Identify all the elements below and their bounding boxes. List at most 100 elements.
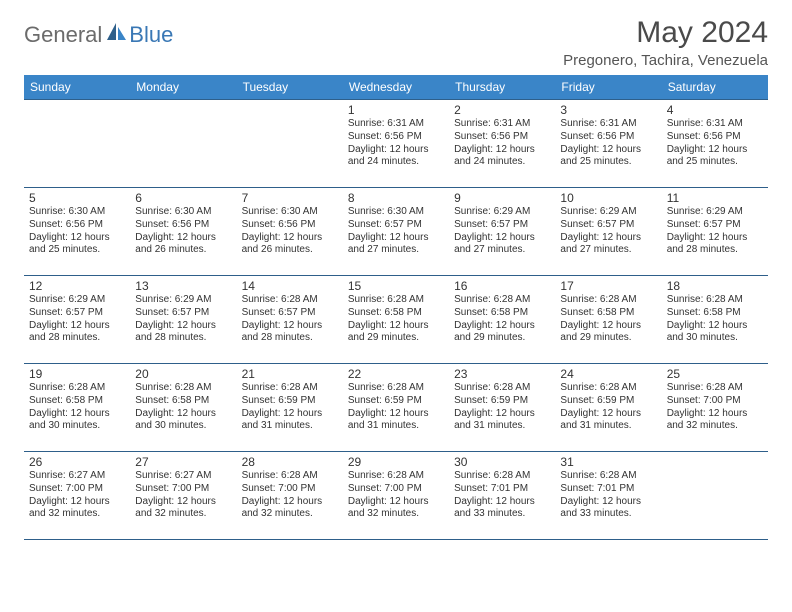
day-info: Sunrise: 6:30 AMSunset: 6:56 PMDaylight:… [29, 206, 125, 257]
day-number: 30 [454, 455, 550, 469]
day-number: 26 [29, 455, 125, 469]
day-info: Sunrise: 6:31 AMSunset: 6:56 PMDaylight:… [667, 118, 763, 169]
day-info: Sunrise: 6:28 AMSunset: 6:58 PMDaylight:… [348, 294, 444, 345]
day-info: Sunrise: 6:29 AMSunset: 6:57 PMDaylight:… [29, 294, 125, 345]
day-number: 15 [348, 279, 444, 293]
day-number: 21 [242, 367, 338, 381]
day-number: 27 [135, 455, 231, 469]
day-number: 17 [560, 279, 656, 293]
day-number: 23 [454, 367, 550, 381]
calendar-cell: 1Sunrise: 6:31 AMSunset: 6:56 PMDaylight… [343, 100, 449, 188]
day-number: 10 [560, 191, 656, 205]
calendar-row: 26Sunrise: 6:27 AMSunset: 7:00 PMDayligh… [24, 452, 768, 540]
weekday-header: Wednesday [343, 75, 449, 100]
day-info: Sunrise: 6:30 AMSunset: 6:56 PMDaylight:… [135, 206, 231, 257]
day-number: 29 [348, 455, 444, 469]
day-info: Sunrise: 6:28 AMSunset: 7:00 PMDaylight:… [242, 470, 338, 521]
calendar-cell: 7Sunrise: 6:30 AMSunset: 6:56 PMDaylight… [237, 188, 343, 276]
weekday-header: Thursday [449, 75, 555, 100]
day-number: 7 [242, 191, 338, 205]
day-number: 12 [29, 279, 125, 293]
day-info: Sunrise: 6:28 AMSunset: 7:01 PMDaylight:… [560, 470, 656, 521]
calendar-cell: 22Sunrise: 6:28 AMSunset: 6:59 PMDayligh… [343, 364, 449, 452]
calendar-cell [237, 100, 343, 188]
calendar-cell: 6Sunrise: 6:30 AMSunset: 6:56 PMDaylight… [130, 188, 236, 276]
calendar-cell: 4Sunrise: 6:31 AMSunset: 6:56 PMDaylight… [662, 100, 768, 188]
day-number: 6 [135, 191, 231, 205]
calendar-cell: 18Sunrise: 6:28 AMSunset: 6:58 PMDayligh… [662, 276, 768, 364]
calendar-cell: 30Sunrise: 6:28 AMSunset: 7:01 PMDayligh… [449, 452, 555, 540]
weekday-header: Friday [555, 75, 661, 100]
calendar-cell: 16Sunrise: 6:28 AMSunset: 6:58 PMDayligh… [449, 276, 555, 364]
calendar-row: 19Sunrise: 6:28 AMSunset: 6:58 PMDayligh… [24, 364, 768, 452]
calendar-row: 5Sunrise: 6:30 AMSunset: 6:56 PMDaylight… [24, 188, 768, 276]
calendar-cell: 12Sunrise: 6:29 AMSunset: 6:57 PMDayligh… [24, 276, 130, 364]
day-info: Sunrise: 6:28 AMSunset: 6:57 PMDaylight:… [242, 294, 338, 345]
day-info: Sunrise: 6:28 AMSunset: 6:58 PMDaylight:… [560, 294, 656, 345]
day-number: 20 [135, 367, 231, 381]
logo-sail-icon [107, 23, 127, 46]
calendar-cell: 29Sunrise: 6:28 AMSunset: 7:00 PMDayligh… [343, 452, 449, 540]
day-number: 11 [667, 191, 763, 205]
calendar-cell: 10Sunrise: 6:29 AMSunset: 6:57 PMDayligh… [555, 188, 661, 276]
calendar-cell: 31Sunrise: 6:28 AMSunset: 7:01 PMDayligh… [555, 452, 661, 540]
calendar-cell: 3Sunrise: 6:31 AMSunset: 6:56 PMDaylight… [555, 100, 661, 188]
logo: General Blue [24, 16, 173, 48]
calendar-cell: 24Sunrise: 6:28 AMSunset: 6:59 PMDayligh… [555, 364, 661, 452]
calendar-cell: 11Sunrise: 6:29 AMSunset: 6:57 PMDayligh… [662, 188, 768, 276]
day-info: Sunrise: 6:31 AMSunset: 6:56 PMDaylight:… [560, 118, 656, 169]
weekday-header: Tuesday [237, 75, 343, 100]
weekday-header: Saturday [662, 75, 768, 100]
day-number: 2 [454, 103, 550, 117]
weekday-header-row: Sunday Monday Tuesday Wednesday Thursday… [24, 75, 768, 100]
calendar-table: Sunday Monday Tuesday Wednesday Thursday… [24, 75, 768, 540]
day-number: 24 [560, 367, 656, 381]
calendar-cell: 8Sunrise: 6:30 AMSunset: 6:57 PMDaylight… [343, 188, 449, 276]
day-info: Sunrise: 6:28 AMSunset: 7:00 PMDaylight:… [667, 382, 763, 433]
day-info: Sunrise: 6:27 AMSunset: 7:00 PMDaylight:… [29, 470, 125, 521]
day-info: Sunrise: 6:29 AMSunset: 6:57 PMDaylight:… [667, 206, 763, 257]
calendar-cell: 13Sunrise: 6:29 AMSunset: 6:57 PMDayligh… [130, 276, 236, 364]
weekday-header: Monday [130, 75, 236, 100]
day-info: Sunrise: 6:30 AMSunset: 6:57 PMDaylight:… [348, 206, 444, 257]
calendar-cell [24, 100, 130, 188]
day-number: 1 [348, 103, 444, 117]
day-number: 16 [454, 279, 550, 293]
day-number: 8 [348, 191, 444, 205]
logo-text-general: General [24, 22, 102, 48]
weekday-header: Sunday [24, 75, 130, 100]
day-number: 14 [242, 279, 338, 293]
calendar-cell: 19Sunrise: 6:28 AMSunset: 6:58 PMDayligh… [24, 364, 130, 452]
day-number: 13 [135, 279, 231, 293]
day-number: 18 [667, 279, 763, 293]
logo-text-blue: Blue [129, 22, 173, 48]
calendar-row: 1Sunrise: 6:31 AMSunset: 6:56 PMDaylight… [24, 100, 768, 188]
calendar-row: 12Sunrise: 6:29 AMSunset: 6:57 PMDayligh… [24, 276, 768, 364]
calendar-cell: 27Sunrise: 6:27 AMSunset: 7:00 PMDayligh… [130, 452, 236, 540]
calendar-cell: 5Sunrise: 6:30 AMSunset: 6:56 PMDaylight… [24, 188, 130, 276]
calendar-cell: 15Sunrise: 6:28 AMSunset: 6:58 PMDayligh… [343, 276, 449, 364]
calendar-cell [130, 100, 236, 188]
day-info: Sunrise: 6:28 AMSunset: 7:01 PMDaylight:… [454, 470, 550, 521]
calendar-cell: 21Sunrise: 6:28 AMSunset: 6:59 PMDayligh… [237, 364, 343, 452]
day-info: Sunrise: 6:31 AMSunset: 6:56 PMDaylight:… [348, 118, 444, 169]
location: Pregonero, Tachira, Venezuela [563, 52, 768, 69]
day-number: 28 [242, 455, 338, 469]
calendar-cell: 14Sunrise: 6:28 AMSunset: 6:57 PMDayligh… [237, 276, 343, 364]
calendar-cell: 20Sunrise: 6:28 AMSunset: 6:58 PMDayligh… [130, 364, 236, 452]
title-block: May 2024 Pregonero, Tachira, Venezuela [563, 16, 768, 69]
day-number: 31 [560, 455, 656, 469]
day-info: Sunrise: 6:29 AMSunset: 6:57 PMDaylight:… [454, 206, 550, 257]
day-number: 19 [29, 367, 125, 381]
day-info: Sunrise: 6:28 AMSunset: 6:59 PMDaylight:… [454, 382, 550, 433]
day-info: Sunrise: 6:28 AMSunset: 6:58 PMDaylight:… [29, 382, 125, 433]
day-number: 4 [667, 103, 763, 117]
calendar-cell: 23Sunrise: 6:28 AMSunset: 6:59 PMDayligh… [449, 364, 555, 452]
day-number: 5 [29, 191, 125, 205]
calendar-cell: 28Sunrise: 6:28 AMSunset: 7:00 PMDayligh… [237, 452, 343, 540]
day-info: Sunrise: 6:30 AMSunset: 6:56 PMDaylight:… [242, 206, 338, 257]
day-number: 22 [348, 367, 444, 381]
calendar-cell: 26Sunrise: 6:27 AMSunset: 7:00 PMDayligh… [24, 452, 130, 540]
day-info: Sunrise: 6:28 AMSunset: 6:59 PMDaylight:… [560, 382, 656, 433]
calendar-body: 1Sunrise: 6:31 AMSunset: 6:56 PMDaylight… [24, 100, 768, 540]
